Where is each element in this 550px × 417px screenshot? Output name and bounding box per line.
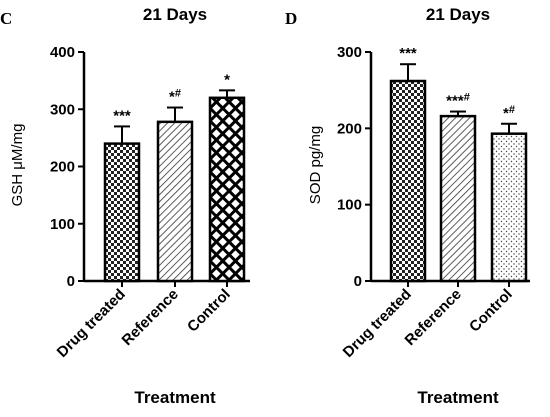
y-tick-label: 100 [337,197,362,214]
x-tick-label: Drug treated [340,286,415,361]
x-axis-label-d: Treatment [417,388,499,407]
y-axis-label-d: SOD pg/mg [307,126,324,204]
y-tick-label: 200 [337,120,362,137]
panel-letter-c: C [0,9,12,28]
significance-label: ***# [446,92,470,110]
bar-control [208,96,246,283]
significance-label: *** [399,45,417,62]
x-tick-label: Control [466,286,516,336]
plot-area-c: 0 100 200 300 400 *** Drug treated *# Reference *… [50,44,250,361]
x-tick-label: Control [184,286,234,336]
y-tick-label: 400 [50,44,75,61]
bar-reference [156,120,194,283]
panel-letter-d: D [285,9,297,28]
significance-label: *** [113,107,131,124]
chart-title-c: 21 Days [143,5,207,24]
chart-title-d: 21 Days [426,5,490,24]
bar-control [490,132,528,283]
x-tick-label: Drug treated [54,286,129,361]
y-tick-label: 300 [337,44,362,61]
y-tick-label: 300 [50,101,75,118]
y-tick-label: 0 [67,273,75,290]
significance-label: *# [503,104,515,122]
bar-reference [439,114,477,283]
x-tick-label: Reference [119,286,182,349]
x-axis-label-c: Treatment [134,388,216,407]
y-axis-label-c: GSH μM/mg [9,124,26,207]
y-tick-label: 100 [50,216,75,233]
y-tick-label: 200 [50,159,75,176]
y-tick-label: 0 [354,273,362,290]
bar-drug-treated [389,79,427,283]
bar-drug-treated [103,142,141,283]
significance-label: * [224,71,230,88]
significance-label: *# [169,88,181,106]
